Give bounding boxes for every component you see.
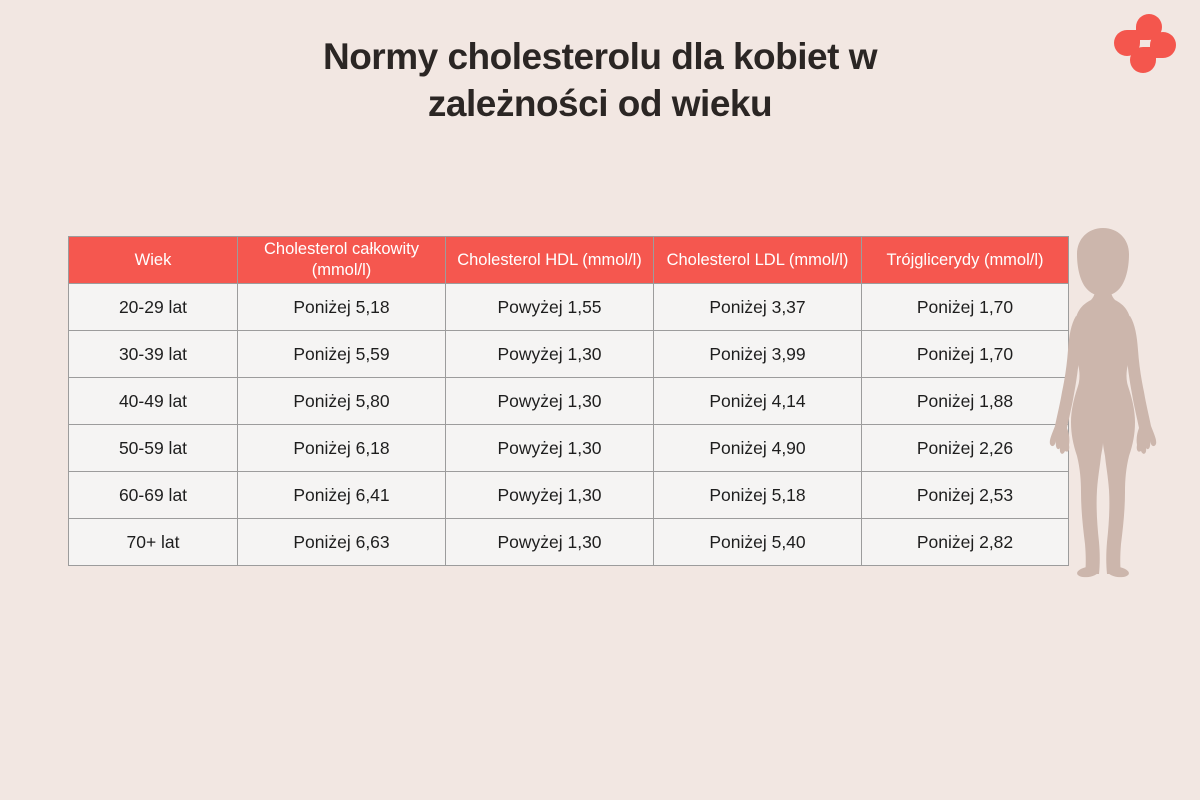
value-cell: Poniżej 1,70 <box>861 330 1069 378</box>
value-cell: Powyżej 1,30 <box>445 377 654 425</box>
age-range-cell: 60-69 lat <box>68 471 238 519</box>
value-cell: Poniżej 6,18 <box>237 424 446 472</box>
age-range-cell: 30-39 lat <box>68 330 238 378</box>
value-cell: Poniżej 5,80 <box>237 377 446 425</box>
value-cell: Poniżej 1,88 <box>861 377 1069 425</box>
age-range-cell: 50-59 lat <box>68 424 238 472</box>
table-row: 40-49 lat Poniżej 5,80 Powyżej 1,30 Poniżej… <box>68 377 1069 425</box>
value-cell: Poniżej 1,70 <box>861 283 1069 331</box>
table-row: 60-69 lat Poniżej 6,41 Powyżej 1,30 Poniżej… <box>68 471 1069 519</box>
column-header: Cholesterol LDL (mmol/l) <box>653 236 862 284</box>
table-body: 20-29 lat Poniżej 5,18 Powyżej 1,55 Poniżej… <box>68 283 1069 566</box>
value-cell: Poniżej 5,18 <box>237 283 446 331</box>
table-row: 30-39 lat Poniżej 5,59 Powyżej 1,30 Poniżej… <box>68 330 1069 378</box>
value-cell: Poniżej 6,63 <box>237 518 446 566</box>
page-title: Normy cholesterolu dla kobiet w zależnoś… <box>322 36 878 124</box>
value-cell: Poniżej 2,26 <box>861 424 1069 472</box>
value-cell: Poniżej 5,59 <box>237 330 446 378</box>
value-cell: Powyżej 1,30 <box>445 518 654 566</box>
value-cell: Poniżej 5,40 <box>653 518 862 566</box>
brand-logo <box>1108 8 1188 82</box>
value-cell: Powyżej 1,55 <box>445 283 654 331</box>
value-cell: Poniżej 6,41 <box>237 471 446 519</box>
cholesterol-norms-table-container: Wiek Cholesterol całkowity (mmol/l) Choles… <box>68 236 1069 566</box>
age-range-cell: 20-29 lat <box>68 283 238 331</box>
table-row: 70+ lat Poniżej 6,63 Powyżej 1,30 Poniżej 5… <box>68 518 1069 566</box>
woman-silhouette-icon <box>1049 228 1157 578</box>
table-row: 50-59 lat Poniżej 6,18 Powyżej 1,30 Poniżej… <box>68 424 1069 472</box>
value-cell: Powyżej 1,30 <box>445 424 654 472</box>
age-range-cell: 40-49 lat <box>68 377 238 425</box>
value-cell: Powyżej 1,30 <box>445 471 654 519</box>
value-cell: Poniżej 2,82 <box>861 518 1069 566</box>
logo-teardrop-south-icon <box>1130 47 1156 73</box>
table-row: 20-29 lat Poniżej 5,18 Powyżej 1,55 Poniżej… <box>68 283 1069 331</box>
column-header: Trójglicerydy (mmol/l) <box>861 236 1069 284</box>
value-cell: Powyżej 1,30 <box>445 330 654 378</box>
value-cell: Poniżej 4,14 <box>653 377 862 425</box>
value-cell: Poniżej 3,37 <box>653 283 862 331</box>
value-cell: Poniżej 4,90 <box>653 424 862 472</box>
column-header: Wiek <box>68 236 238 284</box>
value-cell: Poniżej 3,99 <box>653 330 862 378</box>
age-range-cell: 70+ lat <box>68 518 238 566</box>
cholesterol-norms-table: Wiek Cholesterol całkowity (mmol/l) Choles… <box>68 236 1069 566</box>
column-header: Cholesterol całkowity (mmol/l) <box>237 236 446 284</box>
value-cell: Poniżej 2,53 <box>861 471 1069 519</box>
value-cell: Poniżej 5,18 <box>653 471 862 519</box>
column-header: Cholesterol HDL (mmol/l) <box>445 236 654 284</box>
table-header-row: Wiek Cholesterol całkowity (mmol/l) Choles… <box>68 236 1069 284</box>
